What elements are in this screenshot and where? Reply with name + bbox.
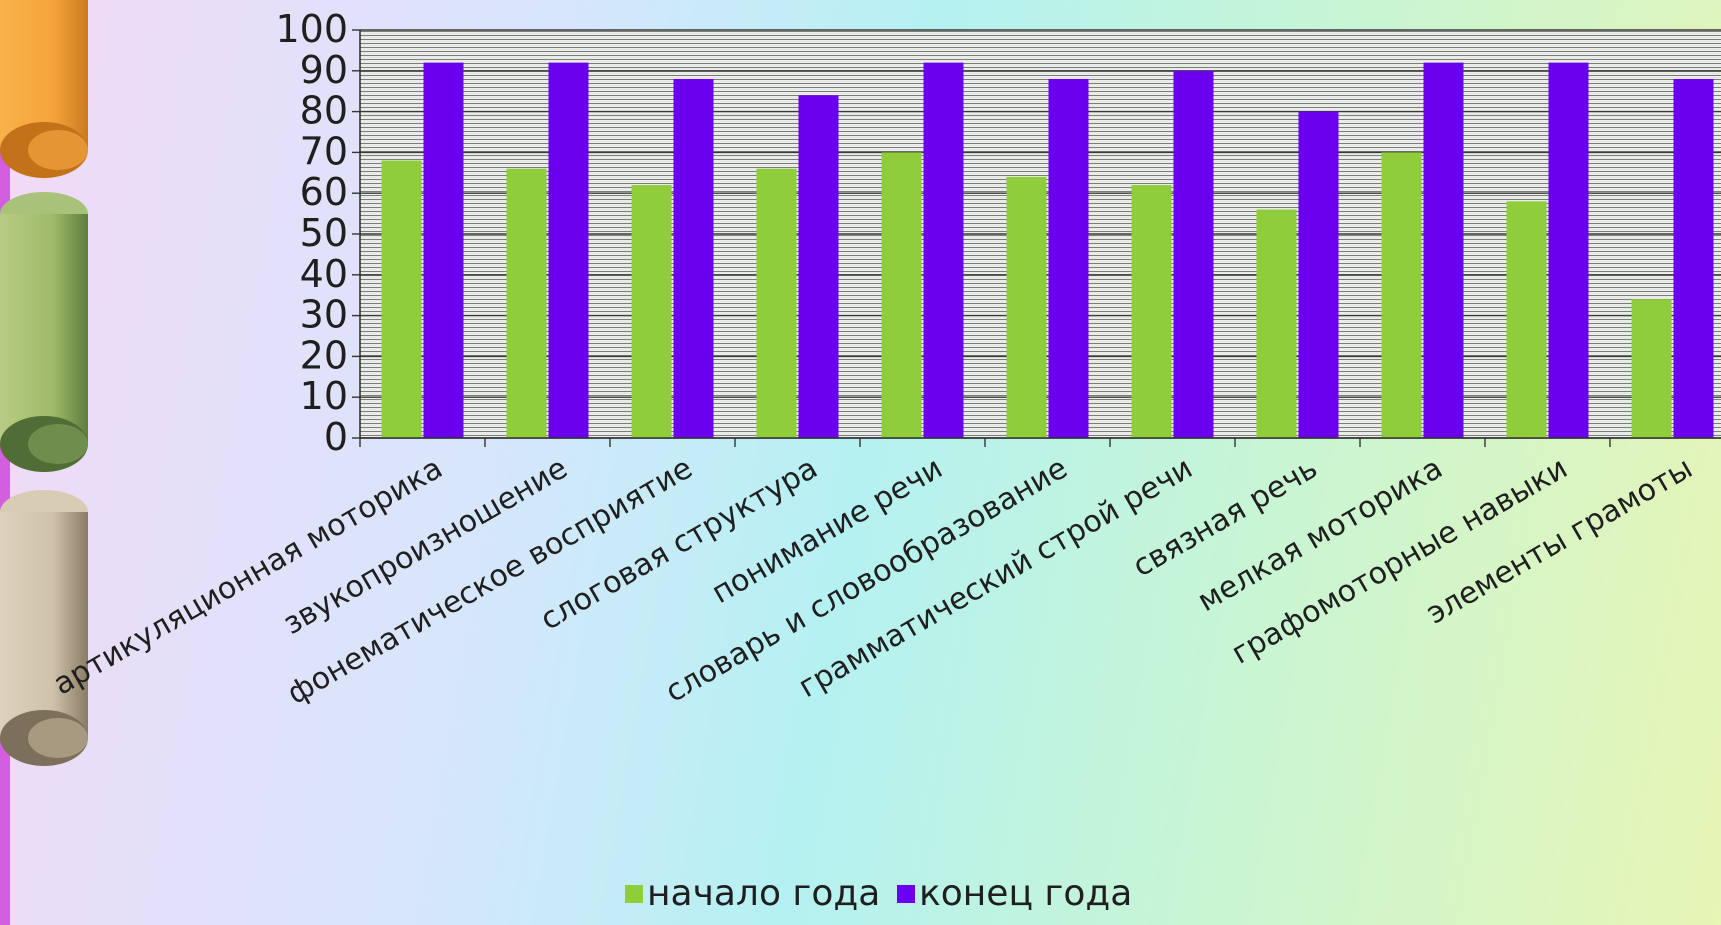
legend-swatch — [897, 885, 915, 903]
bar-end-2 — [673, 78, 714, 439]
bar-start-9 — [1506, 201, 1547, 438]
bar-end-0 — [423, 62, 464, 438]
legend: начало года конец года — [625, 873, 1132, 914]
orange-ribbon — [0, 0, 88, 178]
beige-ribbon — [0, 490, 88, 766]
bar-end-9 — [1548, 62, 1589, 438]
y-tick-label: 0 — [324, 415, 348, 459]
bar-end-6 — [1173, 70, 1214, 439]
left-accent-bar — [0, 0, 10, 925]
y-tick-label: 70 — [300, 129, 348, 173]
bar-start-8 — [1381, 152, 1422, 438]
bar-start-0 — [381, 160, 422, 438]
bar-start-7 — [1256, 209, 1297, 438]
bar-start-5 — [1006, 176, 1047, 438]
y-tick-label: 90 — [300, 48, 348, 92]
y-tick-label: 100 — [275, 7, 348, 51]
bars — [381, 62, 1714, 439]
y-tick-label: 10 — [300, 374, 348, 418]
bar-end-5 — [1048, 78, 1089, 439]
legend-label: начало года — [647, 873, 880, 914]
y-tick-label: 40 — [300, 252, 348, 296]
bar-start-3 — [756, 168, 797, 438]
y-tick-label: 50 — [300, 211, 348, 255]
bar-start-6 — [1131, 185, 1172, 438]
bar-start-10 — [1631, 299, 1672, 438]
y-tick-label: 20 — [300, 333, 348, 377]
bar-end-10 — [1673, 78, 1714, 439]
y-tick-label: 60 — [300, 170, 348, 214]
green-ribbon — [0, 192, 88, 472]
bar-start-1 — [506, 168, 547, 438]
legend-label: конец года — [919, 873, 1132, 914]
bar-end-7 — [1298, 111, 1339, 438]
bar-end-3 — [798, 95, 839, 438]
y-tick-label: 30 — [300, 293, 348, 337]
y-tick-label: 80 — [300, 89, 348, 133]
bar-start-4 — [881, 152, 922, 438]
bar-end-1 — [548, 62, 589, 438]
bar-end-4 — [923, 62, 964, 438]
left-decoration — [0, 0, 88, 925]
legend-swatch — [625, 885, 643, 903]
bar-start-2 — [631, 185, 672, 438]
bar-end-8 — [1423, 62, 1464, 438]
x-axis: артикуляционная моториказвукопроизношени… — [47, 437, 1721, 712]
